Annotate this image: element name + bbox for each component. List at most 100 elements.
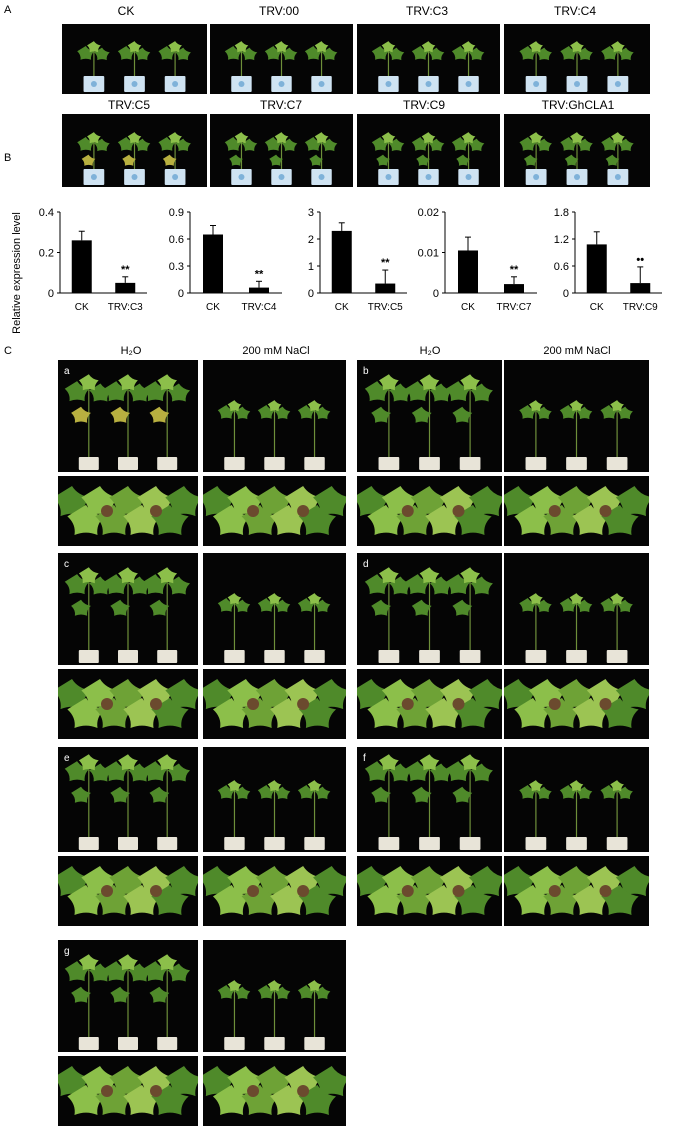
group-label-d: d (363, 559, 369, 570)
bar-trvc7 (504, 284, 524, 293)
y-tick-label: 0 (433, 288, 439, 300)
photo-group-c-h2o-top (58, 669, 198, 739)
photo-a-row2-3 (357, 114, 500, 187)
photo-group-b-nacl-top (504, 476, 649, 546)
photo-group-c-nacl-top (203, 669, 346, 739)
expression-chart-1: 0 0.2 0.4 CK TRV:C3 ** (30, 200, 155, 330)
bar-ck (586, 244, 607, 293)
bar-trvc9 (630, 283, 651, 293)
photo-label-trvc4: TRV:C4 (553, 4, 596, 18)
category-label: TRV:C5 (368, 302, 403, 313)
category-label: CK (206, 302, 220, 313)
significance-marker: ** (121, 264, 130, 276)
category-label: TRV:C9 (623, 302, 658, 313)
y-tick-label: 0.3 (169, 261, 184, 273)
expression-chart-4: 0 0.01 0.02 CK TRV:C7 ** (415, 200, 545, 330)
photo-group-b-h2o-side (357, 360, 502, 472)
photo-group-e-nacl-side (203, 747, 346, 852)
photo-group-e-h2o-side (58, 747, 198, 852)
photo-a-row1-3 (357, 24, 500, 94)
photo-group-b-h2o-top (357, 476, 502, 546)
photo-group-c-nacl-side (203, 553, 346, 665)
photo-group-f-h2o-side (357, 747, 502, 852)
bar-ck (331, 230, 352, 293)
panel-label-b: B (4, 152, 12, 164)
photo-group-d-nacl-side (504, 553, 649, 665)
photo-a-row1-1 (62, 24, 207, 94)
y-tick-label: 0.02 (418, 207, 439, 219)
expression-chart-2: 0 0.3 0.6 0.9 CK TRV:C4 ** (160, 200, 290, 330)
photo-group-a-nacl-side (203, 360, 346, 472)
expression-chart-3: 0 1 2 3 CK TRV:C5 ** (290, 200, 415, 330)
panel-label-a: A (4, 4, 12, 16)
group-label-f: f (363, 753, 366, 764)
photo-group-a-h2o-top (58, 476, 198, 546)
photo-label-trvc9: TRV:C9 (402, 98, 445, 112)
photo-group-d-h2o-side (357, 553, 502, 665)
photo-label-trvc5: TRV:C5 (107, 98, 150, 112)
y-tick-label: 0 (178, 288, 184, 300)
group-label-a: a (64, 366, 70, 377)
y-tick-label: 0.6 (169, 234, 184, 246)
y-axis-title-text: Relative expression level (11, 212, 23, 334)
y-axis-title: Relative expression level (10, 198, 24, 348)
expression-chart-5: 0 0.6 1.2 1.8 CK TRV:C9 •• (545, 200, 670, 330)
photo-group-b-nacl-side (504, 360, 649, 472)
bar-trvc3 (115, 282, 136, 293)
photo-group-f-nacl-side (504, 747, 649, 852)
y-tick-label: 0 (48, 288, 54, 300)
y-tick-label: 1.8 (554, 207, 569, 219)
category-label: CK (461, 302, 475, 313)
bar-ck (71, 240, 92, 293)
group-label-g: g (64, 946, 70, 957)
bar-ck (203, 234, 223, 293)
photo-a-row2-2 (210, 114, 353, 187)
photo-a-row2-4 (504, 114, 650, 187)
category-label: TRV:C3 (108, 302, 143, 313)
photo-group-e-h2o-top (58, 856, 198, 926)
y-tick-label: 0 (563, 288, 569, 300)
group-label-c: c (64, 559, 69, 570)
photo-label-trv00: TRV:00 (258, 4, 300, 18)
photo-group-g-nacl-top (203, 1056, 346, 1126)
bar-ck (458, 250, 478, 293)
photo-group-g-nacl-side (203, 940, 346, 1052)
significance-marker: ** (381, 257, 390, 269)
y-tick-label: 0.6 (554, 261, 569, 273)
photo-group-d-nacl-top (504, 669, 649, 739)
photo-label-trvghcla1: TRV:GhCLA1 (541, 98, 615, 112)
group-label-b: b (363, 366, 369, 377)
condition-label-h2o-left: H₂O (120, 345, 142, 357)
photo-group-g-h2o-top (58, 1056, 198, 1126)
photo-group-g-h2o-side (58, 940, 198, 1052)
category-label: CK (75, 302, 89, 313)
photo-label-ck: CK (117, 4, 135, 18)
photo-group-f-nacl-top (504, 856, 649, 926)
y-tick-label: 3 (308, 207, 314, 219)
panel-label-c: C (4, 345, 12, 357)
photo-group-c-h2o-side (58, 553, 198, 665)
group-label-e: e (64, 753, 70, 764)
photo-label-trvc7: TRV:C7 (259, 98, 302, 112)
y-tick-label: 2 (308, 234, 314, 246)
y-tick-label: 0.4 (39, 207, 54, 219)
condition-label-h2o-right: H₂O (419, 345, 441, 357)
category-label: TRV:C4 (241, 302, 276, 313)
photo-group-e-nacl-top (203, 856, 346, 926)
bar-trvc4 (249, 287, 269, 293)
y-tick-label: 1 (308, 261, 314, 273)
category-label: CK (590, 302, 604, 313)
significance-marker: •• (636, 254, 644, 266)
category-label: TRV:C7 (496, 302, 531, 313)
bar-trvc5 (375, 283, 396, 293)
y-tick-label: 1.2 (554, 234, 569, 246)
photo-label-trvc3: TRV:C3 (405, 4, 448, 18)
condition-label-nacl-right: 200 mM NaCl (543, 345, 611, 357)
photo-group-d-h2o-top (357, 669, 502, 739)
condition-label-nacl-left: 200 mM NaCl (242, 345, 310, 357)
photo-a-row2-1 (62, 114, 207, 187)
photo-group-a-h2o-side (58, 360, 198, 472)
photo-group-a-nacl-top (203, 476, 346, 546)
photo-a-row1-4 (504, 24, 650, 94)
y-tick-label: 0.01 (418, 248, 439, 260)
